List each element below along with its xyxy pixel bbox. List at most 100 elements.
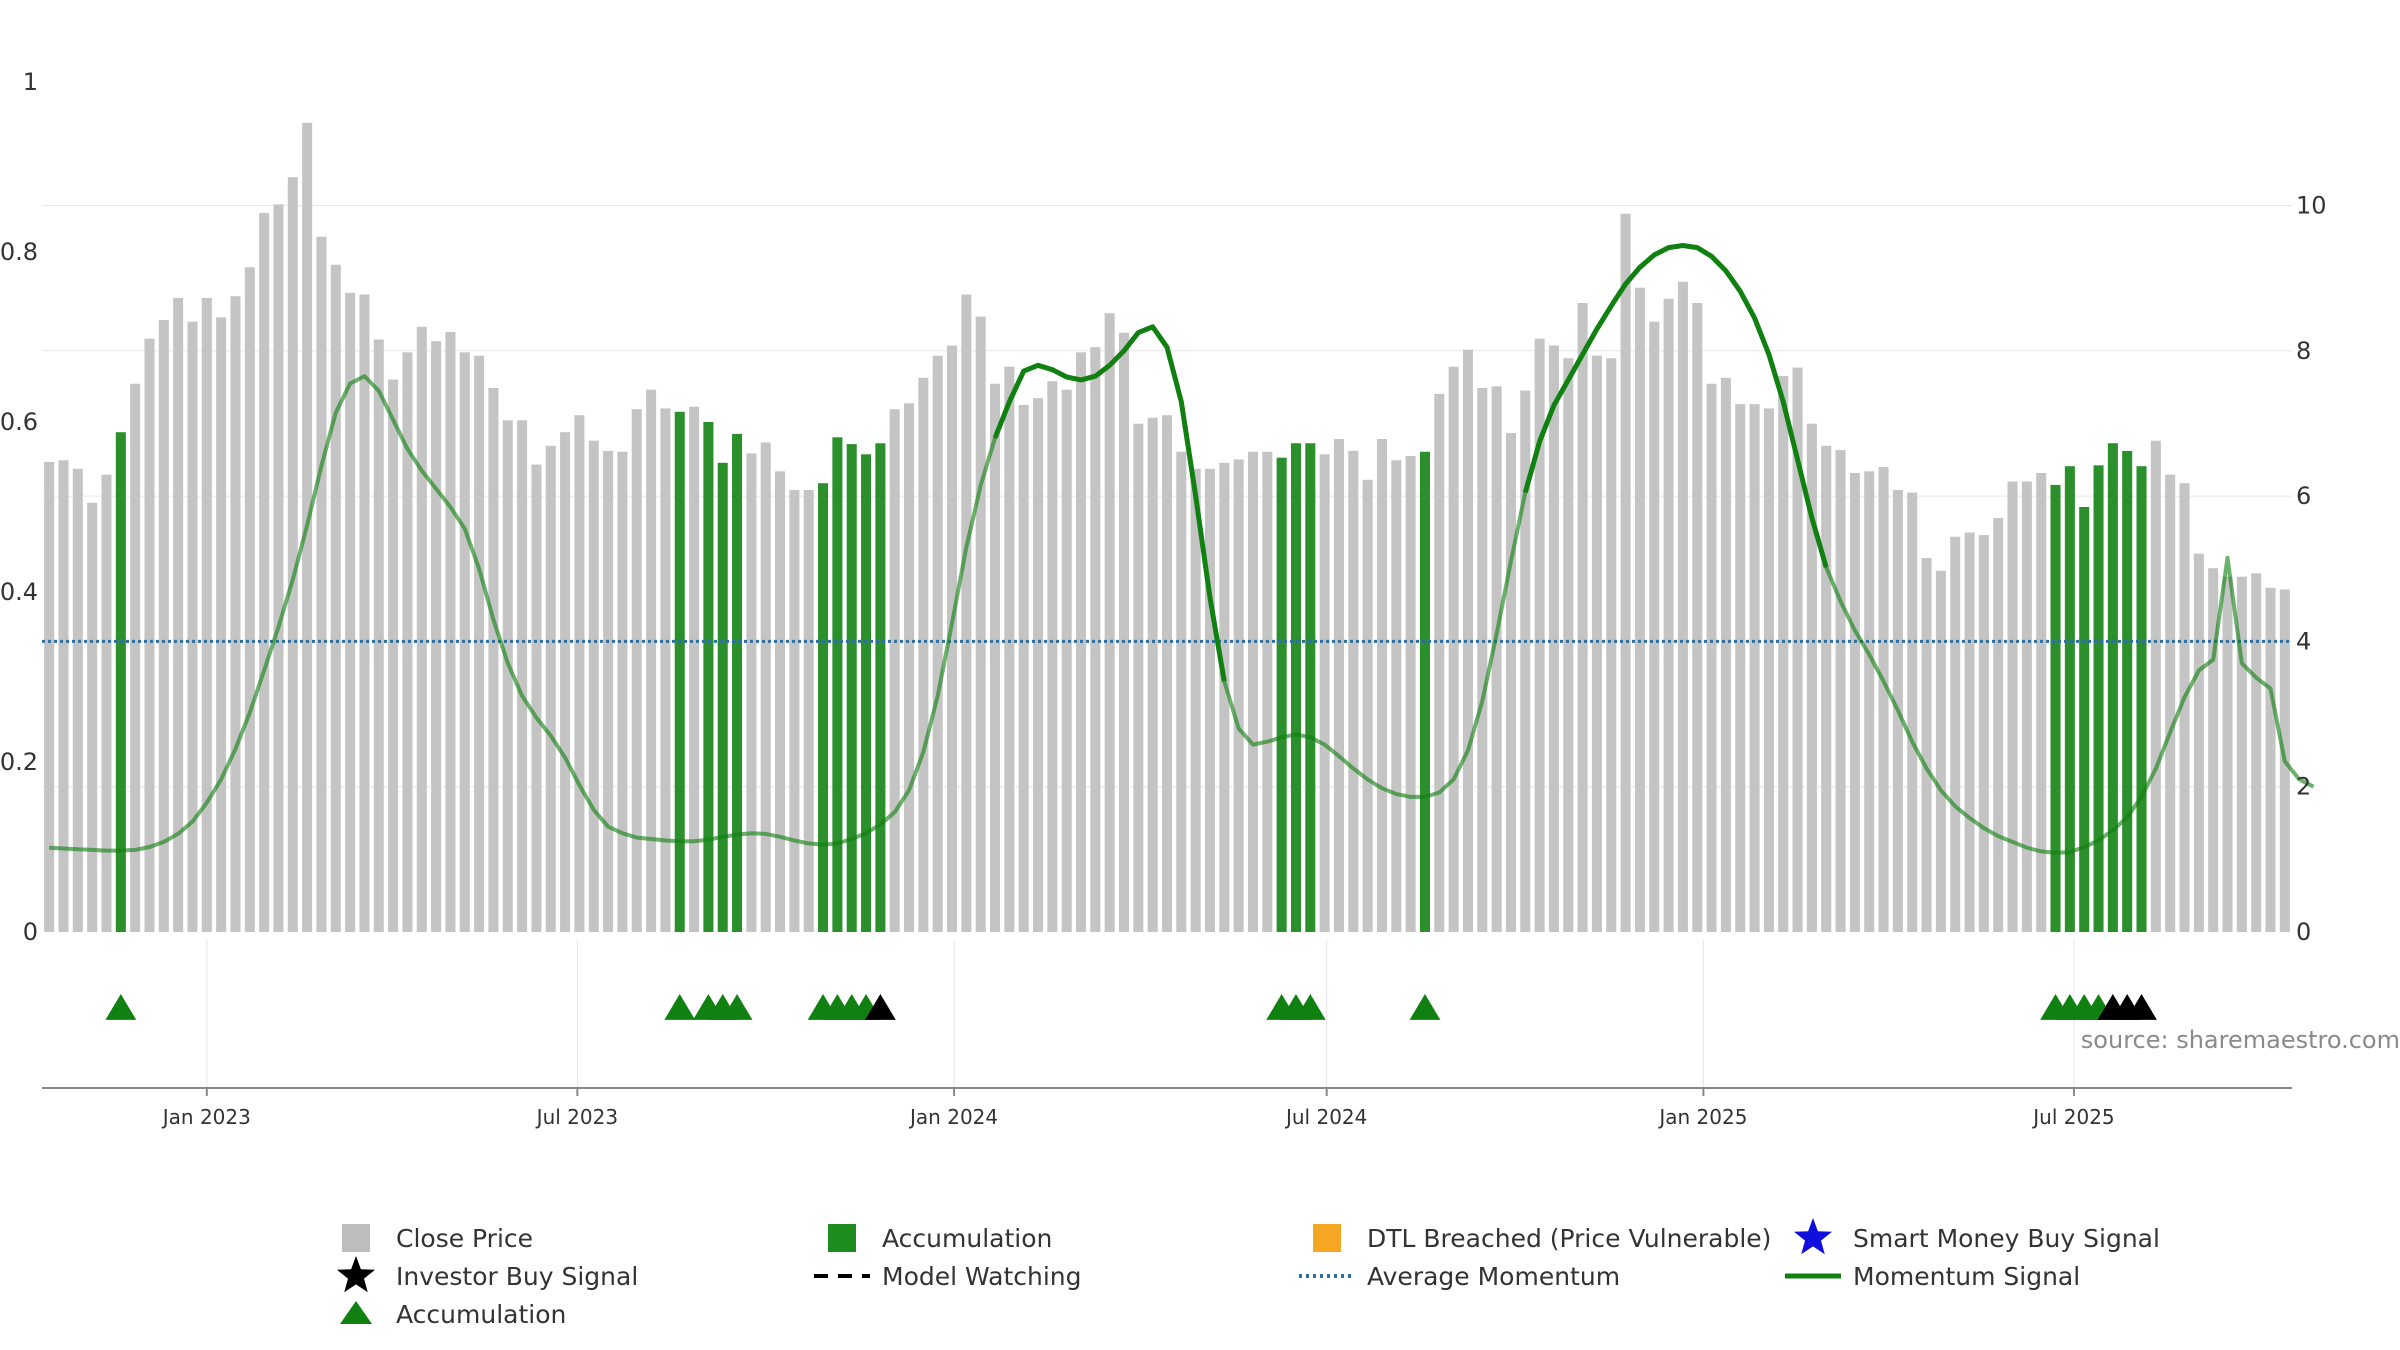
accumulation-marker xyxy=(105,994,137,1020)
accumulation-bar xyxy=(846,444,857,932)
accumulation-marker xyxy=(721,994,753,1020)
close-price-bar xyxy=(1577,303,1588,932)
accumulation-bar xyxy=(861,454,872,932)
close-price-bar xyxy=(373,339,384,932)
close-price-bar xyxy=(1663,298,1674,932)
close-price-bar xyxy=(1835,450,1846,932)
close-price-bar xyxy=(216,317,227,932)
legend-label: Close Price xyxy=(396,1224,533,1253)
x-tick-label: Jul 2025 xyxy=(2031,1105,2114,1129)
close-price-bar xyxy=(1219,462,1230,932)
close-price-bar xyxy=(588,440,599,932)
close-price-bar xyxy=(1190,468,1201,932)
close-price-bar xyxy=(746,453,757,932)
right-tick-label: 10 xyxy=(2296,192,2327,220)
close-price-bar xyxy=(402,352,413,932)
price-bars xyxy=(44,122,2290,933)
accumulation-bar xyxy=(732,433,743,932)
close-price-bar xyxy=(1333,439,1344,932)
source-annotation: source: sharemaestro.com xyxy=(2081,1026,2400,1054)
close-price-bar xyxy=(1649,321,1660,932)
close-price-bar xyxy=(2193,553,2204,932)
close-price-bar xyxy=(1233,459,1244,932)
signal-markers xyxy=(105,994,2157,1020)
close-price-bar xyxy=(2021,481,2032,932)
close-price-bar xyxy=(1061,389,1072,932)
accumulation-bar xyxy=(2079,507,2090,932)
close-price-bar xyxy=(1004,366,1015,932)
legend-label: Investor Buy Signal xyxy=(396,1262,638,1291)
accumulation-bar xyxy=(2064,466,2075,932)
close-price-bar xyxy=(58,460,69,932)
momentum-signal-strong-segment xyxy=(1522,243,1829,568)
legend-symbol-star xyxy=(1794,1218,1832,1255)
close-price-bar xyxy=(330,264,341,932)
close-price-bar xyxy=(660,408,671,932)
investor-buy-marker xyxy=(864,994,896,1020)
left-tick-label: 1 xyxy=(23,68,38,96)
close-price-bar xyxy=(2208,568,2219,932)
close-price-bar xyxy=(603,450,614,932)
legend-label: Momentum Signal xyxy=(1853,1262,2080,1291)
close-price-bar xyxy=(1534,338,1545,932)
close-price-bar xyxy=(560,432,571,932)
close-price-bar xyxy=(2036,473,2047,932)
legend: Close Price Accumulation DTL Breached (Pri… xyxy=(337,1218,2160,1329)
close-price-bar xyxy=(1606,358,1617,932)
close-price-bar xyxy=(1993,518,2004,932)
close-price-bar xyxy=(2222,576,2233,932)
close-price-bar xyxy=(1133,423,1144,932)
accumulation-bar xyxy=(1419,451,1430,932)
right-tick-label: 2 xyxy=(2296,773,2311,801)
close-price-bar xyxy=(101,474,112,932)
close-price-bar xyxy=(2165,474,2176,932)
close-price-bar xyxy=(889,409,900,932)
close-price-bar xyxy=(2007,481,2018,932)
close-price-bar xyxy=(1348,450,1359,932)
close-price-bar xyxy=(87,502,98,932)
legend-label: Accumulation xyxy=(396,1300,566,1329)
accumulation-bar xyxy=(1290,443,1301,932)
close-price-bar xyxy=(1161,415,1173,932)
close-price-bar xyxy=(789,490,800,932)
accumulation-bar xyxy=(818,483,829,932)
close-price-bar xyxy=(975,316,986,933)
right-tick-label: 6 xyxy=(2296,482,2311,510)
accumulation-bar xyxy=(674,411,685,932)
close-price-bar xyxy=(760,442,771,932)
left-tick-label: 0 xyxy=(23,918,38,946)
close-price-bar xyxy=(488,388,499,932)
accumulation-bar xyxy=(703,422,714,932)
close-price-bar xyxy=(130,383,141,932)
legend-label: Smart Money Buy Signal xyxy=(1853,1224,2160,1253)
close-price-bar xyxy=(1491,386,1502,932)
close-price-bar xyxy=(1821,445,1832,932)
close-price-bar xyxy=(1104,313,1115,932)
accumulation-bar xyxy=(2122,450,2133,932)
close-price-bar xyxy=(1692,303,1703,932)
accumulation-bar xyxy=(2093,465,2104,932)
close-price-bar xyxy=(918,377,929,932)
momentum-signal-line xyxy=(49,243,2315,855)
x-tick-label: Jul 2024 xyxy=(1284,1105,1367,1129)
close-price-bar xyxy=(1907,492,1918,932)
close-price-bar xyxy=(646,389,657,932)
close-price-bar xyxy=(1147,417,1158,932)
close-price-bar xyxy=(173,297,184,932)
close-price-bar xyxy=(1735,404,1746,932)
close-price-bar xyxy=(2265,587,2276,932)
close-price-bar xyxy=(1033,398,1044,932)
close-price-bar xyxy=(1849,473,1860,932)
close-price-bar xyxy=(273,204,284,932)
close-price-bar xyxy=(617,451,628,932)
legend-label: Model Watching xyxy=(882,1262,1082,1291)
close-price-bar xyxy=(545,445,556,932)
close-price-bar xyxy=(445,331,456,932)
close-price-bar xyxy=(502,420,513,932)
close-price-bar xyxy=(803,490,814,932)
close-price-bar xyxy=(359,294,370,932)
close-price-bar xyxy=(345,292,356,932)
legend-label: DTL Breached (Price Vulnerable) xyxy=(1367,1224,1771,1253)
close-price-bar xyxy=(1620,213,1631,932)
close-price-bar xyxy=(287,177,298,932)
